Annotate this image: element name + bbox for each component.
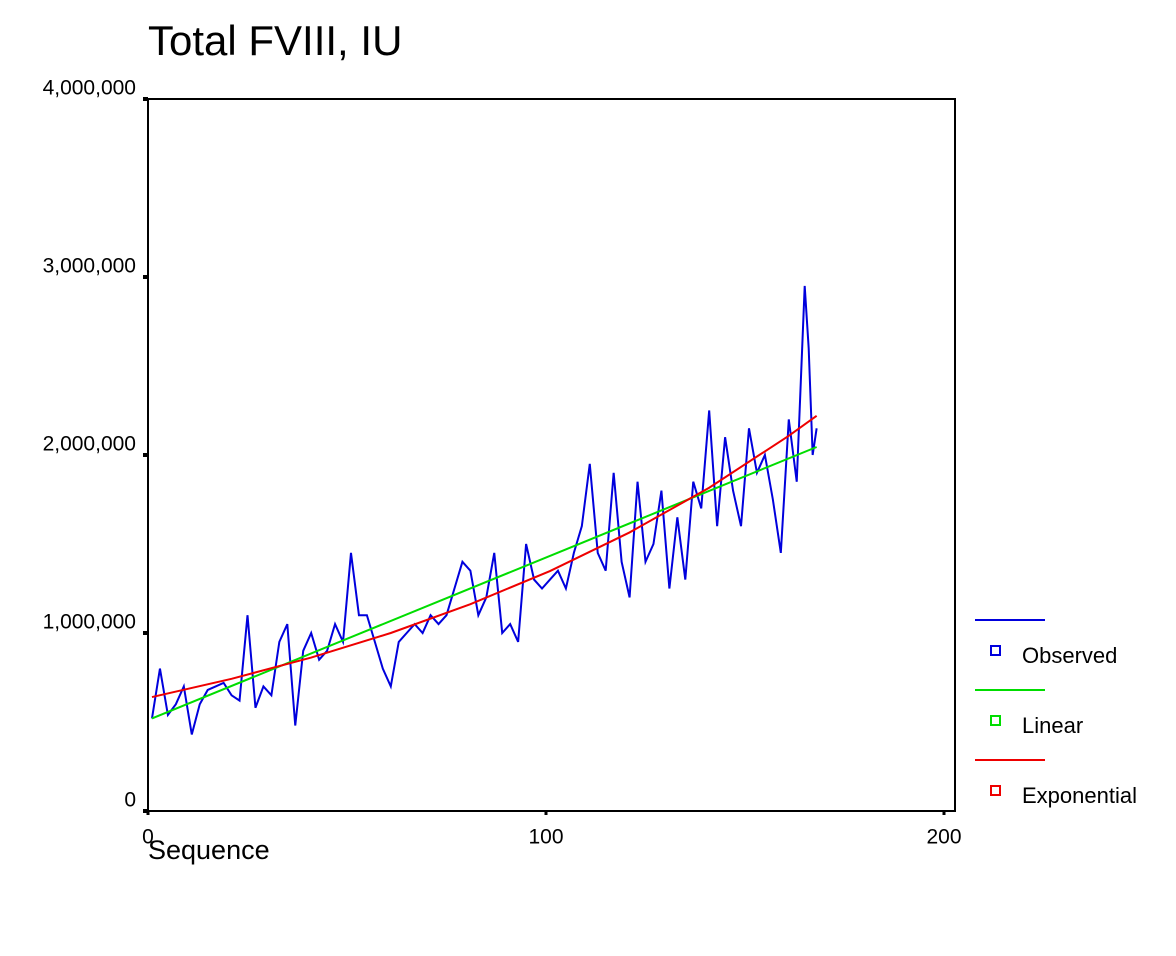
legend-marker [990, 715, 1001, 726]
y-tick-label: 3,000,000 [43, 255, 136, 278]
series-line [151, 446, 818, 720]
y-tick-label: 1,000,000 [43, 611, 136, 634]
x-tick-label: 100 [528, 826, 563, 849]
series-line [150, 285, 818, 735]
y-tick-label: 2,000,000 [43, 433, 136, 456]
legend-label: Exponential [1022, 783, 1137, 808]
x-tick-label: 200 [926, 826, 961, 849]
legend-label: Observed [1022, 643, 1117, 668]
plot-frame [147, 98, 956, 812]
legend-marker [990, 785, 1001, 796]
y-tick-label: 0 [124, 789, 136, 812]
y-tick-label: 4,000,000 [43, 77, 136, 100]
legend-label: Linear [1022, 713, 1083, 738]
x-axis-label: Sequence [148, 835, 270, 865]
series-line [151, 415, 818, 699]
x-tick-label: 0 [142, 826, 154, 849]
legend-marker [990, 645, 1001, 656]
chart-title: Total FVIII, IU [148, 17, 402, 64]
